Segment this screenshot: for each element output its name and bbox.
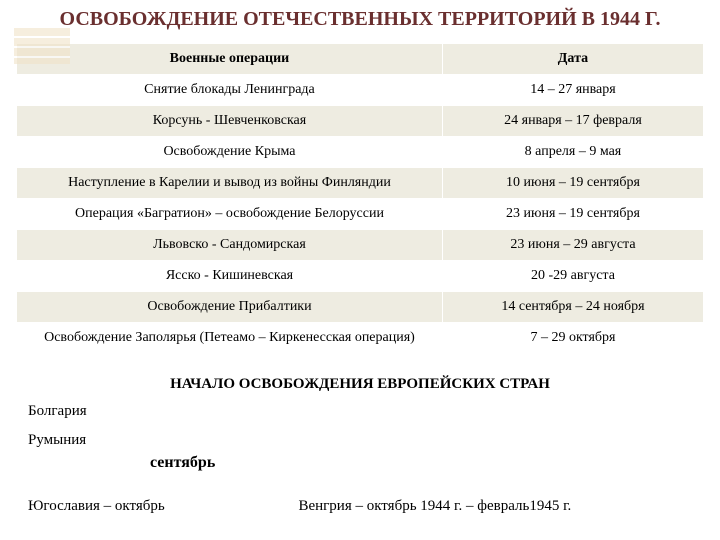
cell-op: Корсунь - Шевченковская bbox=[17, 106, 443, 137]
page-title: ОСВОБОЖДЕНИЕ ОТЕЧЕСТВЕННЫХ ТЕРРИТОРИЙ В … bbox=[0, 0, 720, 43]
table-row: Корсунь - Шевченковская24 января – 17 фе… bbox=[17, 106, 704, 137]
cell-op: Освобождение Крыма bbox=[17, 137, 443, 168]
decor-stripes bbox=[14, 28, 70, 64]
table-row: Снятие блокады Ленинграда14 – 27 января bbox=[17, 75, 704, 106]
bottom-row: Югославия – октябрь Венгрия – октябрь 19… bbox=[28, 498, 688, 515]
yugoslavia-label: Югославия – октябрь bbox=[28, 498, 165, 515]
cell-date: 7 – 29 октября bbox=[442, 323, 703, 354]
cell-op: Снятие блокады Ленинграда bbox=[17, 75, 443, 106]
hungary-label: Венгрия – октябрь 1944 г. – февраль1945 … bbox=[298, 498, 571, 515]
cell-op: Операция «Багратион» – освобождение Бело… bbox=[17, 199, 443, 230]
subtitle: НАЧАЛО ОСВОБОЖДЕНИЯ ЕВРОПЕЙСКИХ СТРАН bbox=[0, 376, 720, 393]
cell-op: Ясско - Кишиневская bbox=[17, 261, 443, 292]
header-operation: Военные операции bbox=[17, 44, 443, 75]
table-row: Ясско - Кишиневская20 -29 августа bbox=[17, 261, 704, 292]
table-row: Операция «Багратион» – освобождение Бело… bbox=[17, 199, 704, 230]
table-row: Наступление в Карелии и вывод из войны Ф… bbox=[17, 168, 704, 199]
cell-date: 8 апреля – 9 мая bbox=[442, 137, 703, 168]
cell-date: 23 июня – 29 августа bbox=[442, 230, 703, 261]
cell-op: Освобождение Заполярья (Петеамо – Киркен… bbox=[17, 323, 443, 354]
cell-date: 23 июня – 19 сентября bbox=[442, 199, 703, 230]
header-date: Дата bbox=[442, 44, 703, 75]
cell-date: 10 июня – 19 сентября bbox=[442, 168, 703, 199]
bulgaria-label: Болгария bbox=[28, 403, 148, 420]
table-row: Освобождение Прибалтики14 сентября – 24 … bbox=[17, 292, 704, 323]
cell-date: 14 сентября – 24 ноября bbox=[442, 292, 703, 323]
table-row: Освобождение Заполярья (Петеамо – Киркен… bbox=[17, 323, 704, 354]
september-label: сентябрь bbox=[150, 454, 215, 472]
left-countries: Болгария Румыния bbox=[28, 403, 148, 461]
cell-date: 20 -29 августа bbox=[442, 261, 703, 292]
table-header-row: Военные операции Дата bbox=[17, 44, 704, 75]
romania-label: Румыния bbox=[28, 432, 148, 449]
cell-date: 24 января – 17 февраля bbox=[442, 106, 703, 137]
table-row: Освобождение Крыма8 апреля – 9 мая bbox=[17, 137, 704, 168]
cell-op: Освобождение Прибалтики bbox=[17, 292, 443, 323]
cell-date: 14 – 27 января bbox=[442, 75, 703, 106]
table-row: Львовско - Сандомирская23 июня – 29 авгу… bbox=[17, 230, 704, 261]
lower-section: Болгария Румыния bbox=[0, 393, 720, 403]
cell-op: Наступление в Карелии и вывод из войны Ф… bbox=[17, 168, 443, 199]
operations-table: Военные операции Дата Снятие блокады Лен… bbox=[16, 43, 704, 354]
cell-op: Львовско - Сандомирская bbox=[17, 230, 443, 261]
